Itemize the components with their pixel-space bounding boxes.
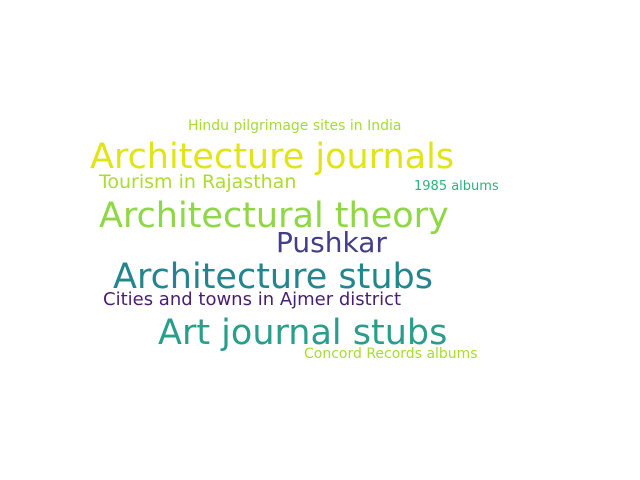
word-architecture-stubs: Architecture stubs bbox=[113, 257, 433, 297]
word-hindu-pilgrimage-sites: Hindu pilgrimage sites in India bbox=[188, 118, 402, 134]
word-art-journal-stubs: Art journal stubs bbox=[158, 313, 448, 353]
word-cities-and-towns-ajmer: Cities and towns in Ajmer district bbox=[103, 289, 402, 310]
word-architecture-journals: Architecture journals bbox=[90, 137, 455, 177]
word-concord-records-albums: Concord Records albums bbox=[304, 346, 478, 362]
word-architectural-theory: Architectural theory bbox=[99, 196, 449, 236]
word-tourism-in-rajasthan: Tourism in Rajasthan bbox=[99, 171, 297, 193]
word-pushkar: Pushkar bbox=[276, 226, 387, 259]
word-1985-albums: 1985 albums bbox=[414, 179, 499, 194]
